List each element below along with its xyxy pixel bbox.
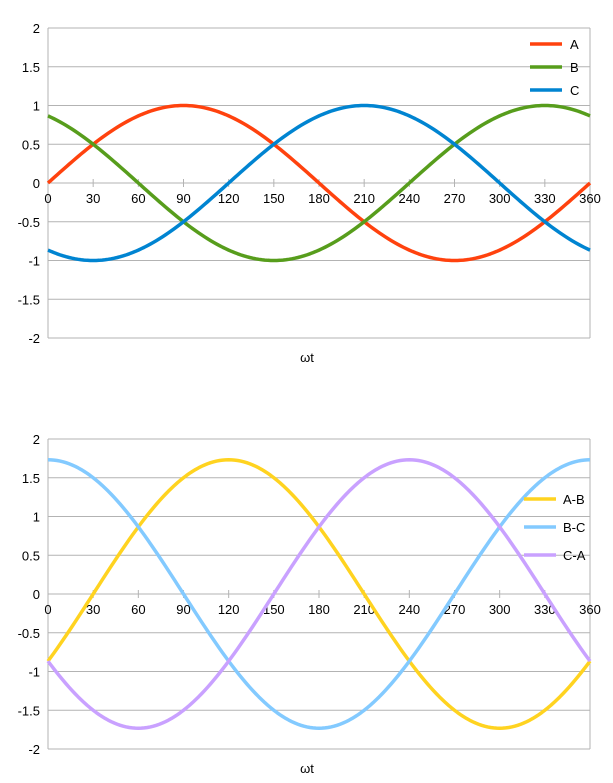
x-axis-title: ωt (300, 761, 314, 776)
x-tick-label: 360 (579, 602, 601, 617)
y-tick-label: 0.5 (22, 137, 40, 152)
y-tick-label: 2 (33, 21, 40, 36)
legend-label: A-B (563, 492, 585, 507)
line-voltage-chart: 2 1.5 1 0.5 0 -0.5 -1 -1.5 -2 0 30 60 90 120 150 180 210… (18, 432, 601, 776)
legend-label: B-C (563, 520, 585, 535)
y-tick-label: 0 (33, 587, 40, 602)
y-tick-label: -0.5 (18, 626, 40, 641)
x-tick-label: 0 (44, 191, 51, 206)
y-tick-label: -1.5 (18, 703, 40, 718)
series-line-a (46, 103, 592, 263)
y-tick-label: -1.5 (18, 292, 40, 307)
x-tick-label: 360 (579, 191, 601, 206)
series-line-b (47, 103, 591, 263)
y-tick-label: -2 (28, 742, 40, 757)
series-line-c (47, 103, 591, 263)
series-line-c-a (46, 458, 592, 730)
x-tick-label: 90 (176, 602, 190, 617)
x-tick-label: 90 (176, 191, 190, 206)
x-tick-label: 30 (86, 191, 100, 206)
x-axis-title: ωt (300, 350, 314, 365)
y-tick-label: 1.5 (22, 471, 40, 486)
legend-label: A (570, 37, 579, 52)
x-tick-label: 210 (353, 602, 375, 617)
y-tick-label: 2 (33, 432, 40, 447)
x-tick-label: 330 (534, 191, 556, 206)
y-tick-label: 1 (33, 99, 40, 114)
x-tick-label: 60 (131, 191, 145, 206)
y-tick-label: 1.5 (22, 60, 40, 75)
x-tick-label: 300 (489, 602, 511, 617)
y-tick-label: -1 (28, 665, 40, 680)
x-tick-label: 330 (534, 602, 556, 617)
x-tick-label: 180 (308, 191, 330, 206)
x-tick-label: 240 (398, 602, 420, 617)
y-tick-label: 0.5 (22, 548, 40, 563)
x-tick-label: 0 (44, 602, 51, 617)
x-tick-label: 120 (218, 191, 240, 206)
y-tick-label: -1 (28, 254, 40, 269)
x-tick-label: 300 (489, 191, 511, 206)
x-tick-label: 150 (263, 602, 285, 617)
y-tick-label: -2 (28, 331, 40, 346)
phase-voltage-chart: 2 1.5 1 0.5 0 -0.5 -1 -1.5 -2 0 30 60 90 120 150 180 210… (18, 21, 601, 365)
y-tick-label: 1 (33, 510, 40, 525)
x-tick-label: 120 (218, 602, 240, 617)
x-tick-label: 270 (444, 191, 466, 206)
legend-label: B (570, 60, 579, 75)
x-tick-label: 240 (398, 191, 420, 206)
legend-label: C (570, 83, 579, 98)
legend-label: C-A (563, 548, 586, 563)
x-tick-label: 180 (308, 602, 330, 617)
x-tick-label: 30 (86, 602, 100, 617)
x-tick-label: 210 (353, 191, 375, 206)
x-tick-label: 270 (444, 602, 466, 617)
y-tick-label: 0 (33, 176, 40, 191)
x-tick-label: 150 (263, 191, 285, 206)
x-tick-label: 60 (131, 602, 145, 617)
y-tick-label: -0.5 (18, 215, 40, 230)
